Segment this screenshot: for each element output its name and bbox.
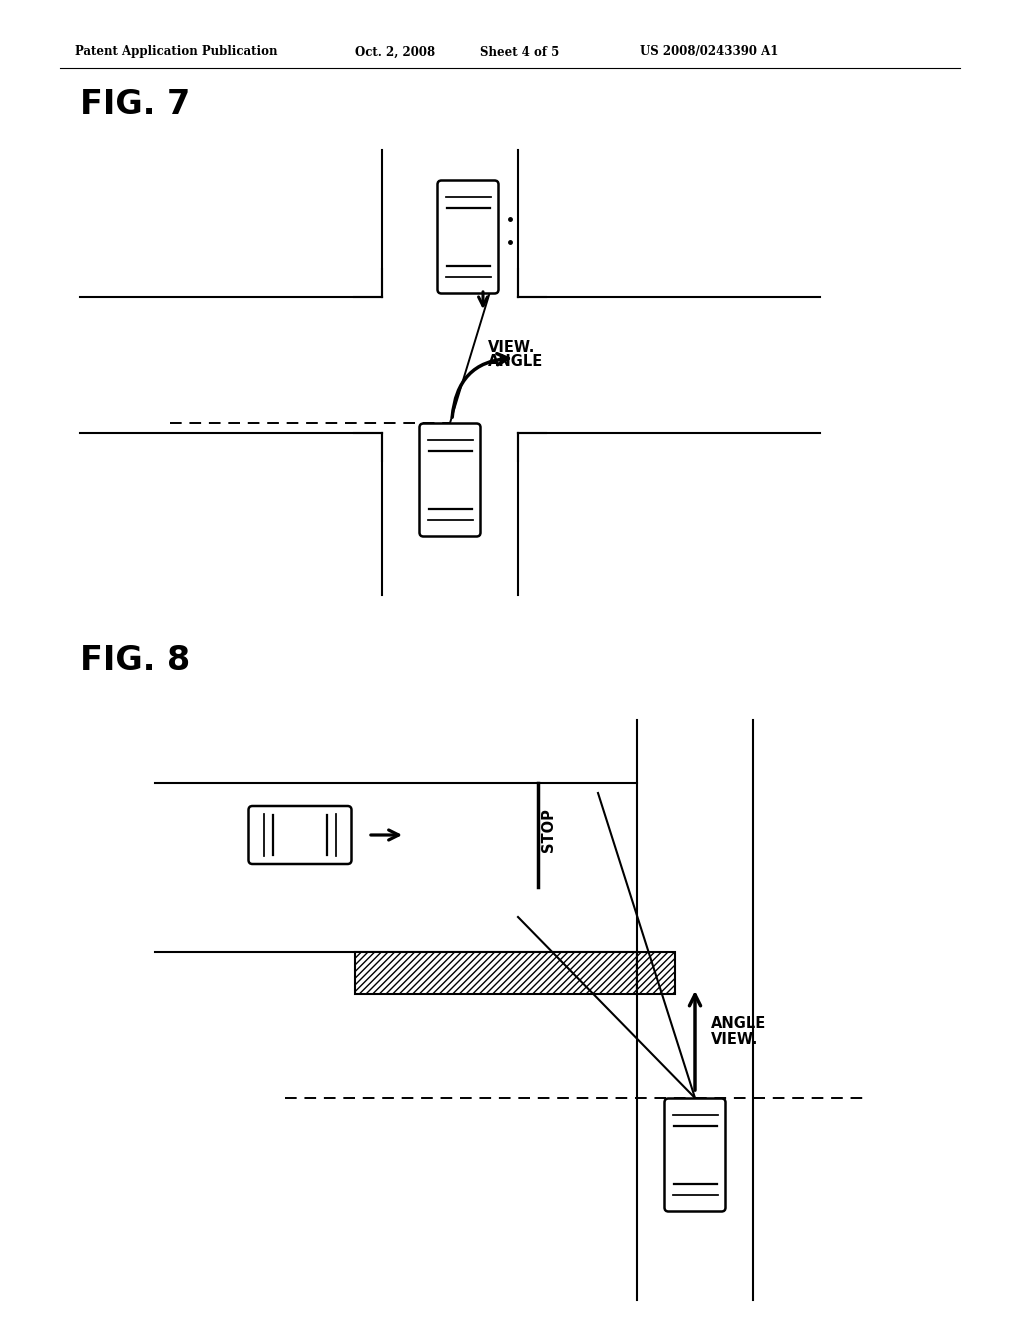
Text: ANGLE: ANGLE <box>711 1016 766 1031</box>
Text: FIG. 8: FIG. 8 <box>80 644 190 676</box>
FancyBboxPatch shape <box>665 1098 725 1212</box>
Text: Sheet 4 of 5: Sheet 4 of 5 <box>480 45 559 58</box>
Text: ANGLE: ANGLE <box>488 355 544 370</box>
Bar <box>355 952 637 994</box>
Bar <box>637 952 675 994</box>
Text: FIG. 7: FIG. 7 <box>80 88 190 121</box>
FancyBboxPatch shape <box>249 807 351 865</box>
Text: VIEW.: VIEW. <box>488 339 536 355</box>
Text: US 2008/0243390 A1: US 2008/0243390 A1 <box>640 45 778 58</box>
Text: VIEW.: VIEW. <box>711 1032 759 1048</box>
Text: STOP: STOP <box>541 808 555 851</box>
Text: Oct. 2, 2008: Oct. 2, 2008 <box>355 45 435 58</box>
FancyBboxPatch shape <box>420 424 480 536</box>
FancyBboxPatch shape <box>437 181 499 293</box>
Text: Patent Application Publication: Patent Application Publication <box>75 45 278 58</box>
